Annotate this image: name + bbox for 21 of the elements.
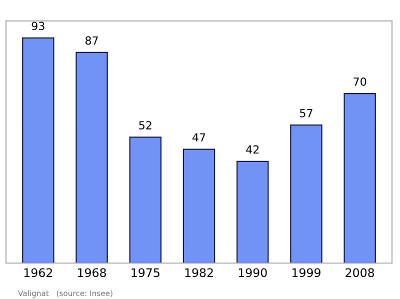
x-tick-label: 1968 bbox=[78, 268, 106, 278]
bar bbox=[236, 160, 269, 264]
bar bbox=[22, 37, 54, 264]
data-label: 52 bbox=[139, 121, 152, 130]
x-tick-label: 1975 bbox=[132, 268, 160, 278]
data-label: 47 bbox=[192, 133, 206, 142]
x-tick-label: 2008 bbox=[346, 268, 374, 278]
x-tick-label: 1999 bbox=[292, 268, 320, 278]
data-label: 87 bbox=[85, 36, 98, 45]
bar bbox=[344, 93, 376, 264]
bar bbox=[76, 52, 108, 264]
data-label: 93 bbox=[32, 22, 44, 30]
x-tick-label: 1982 bbox=[185, 268, 213, 278]
bar bbox=[290, 124, 322, 264]
data-label: 42 bbox=[246, 145, 259, 154]
data-label: 70 bbox=[354, 77, 366, 86]
bar bbox=[129, 136, 162, 264]
x-tick-label: 1990 bbox=[238, 268, 267, 278]
data-label: 57 bbox=[300, 109, 312, 118]
bar bbox=[182, 148, 216, 264]
x-tick-label: 1962 bbox=[24, 268, 52, 278]
